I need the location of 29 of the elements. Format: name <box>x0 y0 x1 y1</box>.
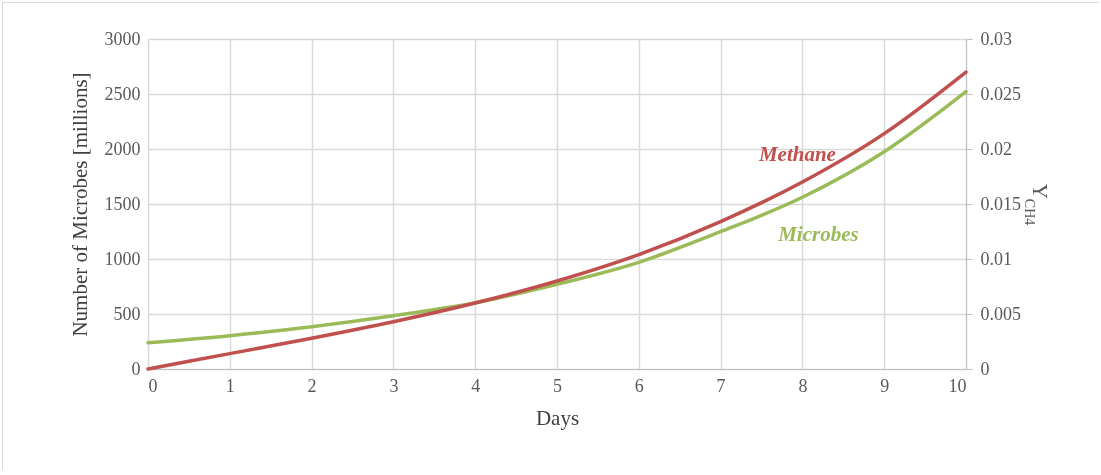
y-tick-label: 500 <box>113 303 141 324</box>
y-tick-label: 3000 <box>104 28 141 49</box>
x-tick-label: 10 <box>948 375 967 396</box>
y2-tick-label: 0.025 <box>980 83 1021 104</box>
y-tick-label: 1500 <box>104 193 141 214</box>
y2-tick-label: 0.02 <box>980 138 1012 159</box>
y2-tick-label: 0.03 <box>980 28 1012 49</box>
x-axis-title: Days <box>535 405 580 430</box>
x-tick-label: 6 <box>634 375 644 396</box>
x-tick-label: 8 <box>798 375 808 396</box>
y2-tick-label: 0.005 <box>980 303 1021 324</box>
x-tick-label: 0 <box>148 375 158 396</box>
y2-tick-label: 0.015 <box>980 193 1021 214</box>
y-tick-label: 2000 <box>104 138 141 159</box>
x-tick-label: 5 <box>553 375 562 396</box>
y-axis-title: Number of Microbes [millions] <box>67 72 92 337</box>
y-tick-label: 0 <box>131 358 141 379</box>
x-tick-label: 3 <box>389 375 399 396</box>
x-tick-label: 9 <box>880 375 890 396</box>
series-label: Microbes <box>777 222 859 247</box>
y2-tick-label: 0.01 <box>980 248 1012 269</box>
series-label: Methane <box>757 142 836 166</box>
x-tick-label: 4 <box>471 375 481 396</box>
x-tick-label: 2 <box>307 375 317 396</box>
x-tick-label: 1 <box>225 375 235 396</box>
y-tick-label: 2500 <box>104 83 141 104</box>
y-tick-label: 1000 <box>104 248 141 269</box>
y2-tick-label: 0 <box>980 358 990 379</box>
x-tick-label: 7 <box>716 375 726 396</box>
